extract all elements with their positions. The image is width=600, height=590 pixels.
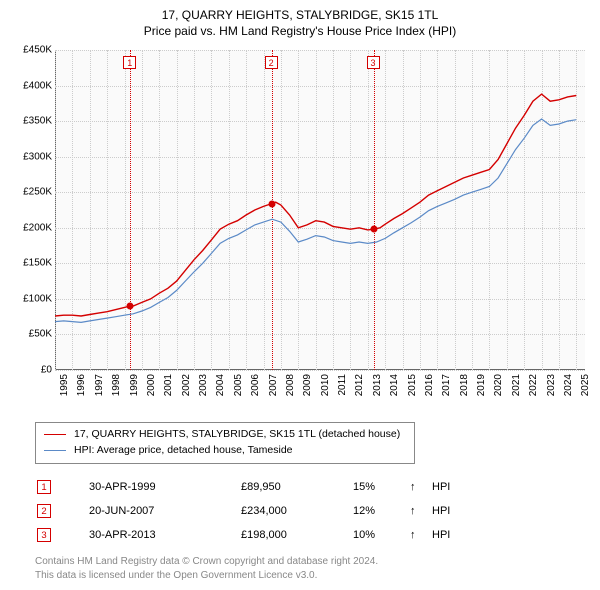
y-axis-label: £250K (23, 187, 52, 198)
legend-label: HPI: Average price, detached house, Tame… (74, 443, 293, 459)
x-axis-label: 2002 (181, 374, 192, 396)
event-price: £89,950 (241, 476, 351, 498)
y-axis-label: £150K (23, 258, 52, 269)
legend-and-footer: 17, QUARRY HEIGHTS, STALYBRIDGE, SK15 1T… (35, 422, 565, 548)
attribution-line-1: Contains HM Land Registry data © Crown c… (35, 555, 378, 569)
x-axis-label: 2023 (546, 374, 557, 396)
legend-label: 17, QUARRY HEIGHTS, STALYBRIDGE, SK15 1T… (74, 427, 400, 443)
event-row: 3 30-APR-2013£198,00010%↑HPI (37, 524, 450, 546)
event-point (370, 226, 377, 233)
x-axis-label: 2016 (424, 374, 435, 396)
legend-box: 17, QUARRY HEIGHTS, STALYBRIDGE, SK15 1T… (35, 422, 415, 464)
legend-swatch (44, 434, 66, 435)
legend-item: HPI: Average price, detached house, Tame… (44, 443, 406, 459)
x-axis-label: 2024 (563, 374, 574, 396)
event-price: £198,000 (241, 524, 351, 546)
x-axis-label: 2008 (285, 374, 296, 396)
x-axis-label: 2003 (198, 374, 209, 396)
arrow-up-icon: ↑ (410, 476, 430, 498)
x-axis-label: 1995 (59, 374, 70, 396)
event-point (268, 200, 275, 207)
event-badge: 1 (37, 480, 51, 494)
attribution-line-2: This data is licensed under the Open Gov… (35, 569, 378, 583)
x-axis-label: 2009 (302, 374, 313, 396)
y-axis-label: £350K (23, 116, 52, 127)
event-pct: 12% (353, 500, 408, 522)
x-axis-label: 2001 (163, 374, 174, 396)
y-axis-label: £450K (23, 45, 52, 56)
y-axis-label: £300K (23, 151, 52, 162)
x-axis-label: 1999 (129, 374, 140, 396)
events-table: 130-APR-1999£89,95015%↑HPI220-JUN-2007£2… (35, 474, 452, 548)
y-axis-label: £100K (23, 293, 52, 304)
x-axis-label: 2019 (476, 374, 487, 396)
legend-item: 17, QUARRY HEIGHTS, STALYBRIDGE, SK15 1T… (44, 427, 406, 443)
x-axis-label: 2015 (407, 374, 418, 396)
gridline-h (55, 370, 585, 371)
x-axis-label: 2018 (459, 374, 470, 396)
event-pct: 15% (353, 476, 408, 498)
x-axis-label: 1997 (94, 374, 105, 396)
x-axis-label: 2011 (337, 374, 348, 396)
y-axis-label: £400K (23, 80, 52, 91)
plot-area: 123 (55, 50, 585, 370)
event-tag: HPI (432, 524, 450, 546)
event-row: 1 30-APR-1999£89,95015%↑HPI (37, 476, 450, 498)
arrow-up-icon: ↑ (410, 524, 430, 546)
x-axis-label: 2013 (372, 374, 383, 396)
event-point (127, 303, 134, 310)
x-axis-label: 2005 (233, 374, 244, 396)
event-row: 2 20-JUN-2007£234,00012%↑HPI (37, 500, 450, 522)
event-pct: 10% (353, 524, 408, 546)
x-axis-label: 1996 (76, 374, 87, 396)
x-axis-label: 2010 (320, 374, 331, 396)
event-tag: HPI (432, 476, 450, 498)
y-axis-label: £200K (23, 222, 52, 233)
x-axis-label: 2020 (493, 374, 504, 396)
y-axis-label: £50K (29, 329, 52, 340)
page-title: 17, QUARRY HEIGHTS, STALYBRIDGE, SK15 1T… (0, 8, 600, 22)
legend-swatch (44, 450, 66, 451)
x-axis-label: 2012 (354, 374, 365, 396)
x-axis-label: 2007 (268, 374, 279, 396)
x-axis-label: 1998 (111, 374, 122, 396)
x-axis-label: 2022 (528, 374, 539, 396)
title-block: 17, QUARRY HEIGHTS, STALYBRIDGE, SK15 1T… (0, 0, 600, 38)
x-axis-label: 2025 (580, 374, 591, 396)
x-axis-label: 2021 (511, 374, 522, 396)
x-axis-label: 2004 (215, 374, 226, 396)
event-badge: 3 (37, 528, 51, 542)
event-date: 20-JUN-2007 (89, 500, 239, 522)
chart: 123 £0 £50K £100K £150K £200K £250K £300K £350K… (0, 44, 600, 414)
x-axis-label: 2006 (250, 374, 261, 396)
x-axis-label: 2017 (441, 374, 452, 396)
series-svg (55, 50, 585, 370)
event-price: £234,000 (241, 500, 351, 522)
arrow-up-icon: ↑ (410, 500, 430, 522)
y-axis-label: £0 (41, 365, 52, 376)
event-tag: HPI (432, 500, 450, 522)
chart-container: 17, QUARRY HEIGHTS, STALYBRIDGE, SK15 1T… (0, 0, 600, 590)
attribution: Contains HM Land Registry data © Crown c… (35, 555, 378, 582)
event-date: 30-APR-2013 (89, 524, 239, 546)
x-axis-label: 2000 (146, 374, 157, 396)
x-axis-label: 2014 (389, 374, 400, 396)
series-line (55, 94, 576, 316)
page-subtitle: Price paid vs. HM Land Registry's House … (0, 24, 600, 38)
event-badge: 2 (37, 504, 51, 518)
event-date: 30-APR-1999 (89, 476, 239, 498)
